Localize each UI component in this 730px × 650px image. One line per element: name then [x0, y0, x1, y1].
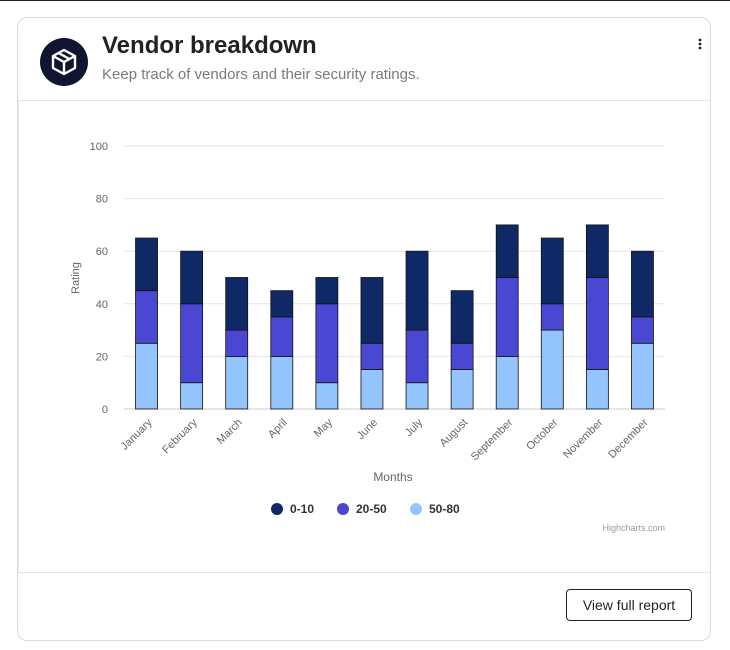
bar-segment: [360, 342, 384, 370]
vertical-ellipsis-icon[interactable]: [690, 32, 710, 56]
bar-segment: [225, 329, 249, 357]
bar-segment: [450, 369, 474, 410]
legend-label: 50-80: [429, 502, 460, 516]
bar-segment: [495, 355, 519, 410]
window-top-border: [0, 0, 730, 1]
x-tick-label: June: [355, 417, 380, 442]
bar-segment: [180, 250, 204, 305]
bar-segment: [450, 290, 474, 344]
y-tick-label: 20: [96, 351, 108, 363]
bar-segment: [180, 382, 204, 410]
bar-segment: [270, 355, 294, 410]
x-tick-label: April: [266, 417, 290, 441]
bar-segment: [540, 303, 564, 331]
view-full-report-button[interactable]: View full report: [566, 589, 692, 621]
y-tick-label: 40: [96, 299, 108, 311]
x-tick-label: January: [119, 416, 156, 453]
bar-segment: [585, 369, 609, 410]
legend-marker: [337, 503, 349, 515]
bar-segment: [631, 342, 654, 410]
x-tick-label: May: [312, 416, 336, 440]
x-tick-label: March: [215, 417, 245, 447]
bar-segment: [450, 342, 474, 370]
bar-segment: [225, 277, 249, 331]
bar-segment: [270, 290, 294, 318]
legend-label: 20-50: [356, 502, 387, 516]
bar-segment: [405, 250, 429, 331]
bar-segment: [225, 355, 249, 410]
bar-segment: [495, 224, 519, 278]
bar-segment: [540, 329, 564, 410]
legend-label: 0-10: [290, 502, 314, 516]
x-tick-label: July: [403, 416, 426, 439]
x-tick-label: November: [561, 416, 606, 461]
bar-segment: [631, 316, 654, 344]
y-tick-label: 80: [96, 194, 108, 206]
y-tick-label: 60: [96, 246, 108, 258]
bar-segment: [180, 303, 204, 384]
legend-marker: [271, 503, 283, 515]
card-header: Vendor breakdown Keep track of vendors a…: [18, 18, 710, 101]
x-tick-label: September: [469, 416, 516, 463]
x-tick-label: August: [438, 417, 471, 450]
x-axis-title: Months: [373, 470, 412, 484]
chart-credits: Highcharts.com: [602, 523, 665, 533]
bar-segment: [135, 290, 158, 344]
cube-icon: [40, 38, 88, 86]
x-tick-label: February: [160, 416, 200, 456]
card-footer: View full report: [18, 572, 710, 640]
bar-segment: [585, 277, 609, 370]
bar-segment: [135, 342, 158, 410]
bar-segment: [315, 303, 339, 384]
bar-segment: [585, 224, 609, 278]
legend-marker: [410, 503, 422, 515]
y-tick-label: 0: [102, 404, 108, 416]
bar-segment: [360, 369, 384, 410]
vendor-breakdown-card: Vendor breakdown Keep track of vendors a…: [17, 17, 711, 641]
bar-segment: [135, 237, 158, 292]
chart-area: 0 20 40 60 80 100 January February March April May…: [18, 100, 710, 572]
bar-segment: [405, 329, 429, 384]
bar-segment: [315, 277, 339, 305]
bar-segment: [495, 277, 519, 357]
bar-segment: [405, 382, 429, 410]
bar-segment: [270, 316, 294, 357]
card-title: Vendor breakdown: [102, 32, 317, 59]
bar-segment: [631, 250, 654, 318]
stacked-bar-chart: 0 20 40 60 80 100 January February March April May…: [70, 141, 665, 533]
y-axis-title: Rating: [70, 262, 82, 294]
bar-segment: [540, 237, 564, 305]
bar-segment: [315, 382, 339, 410]
x-tick-label: December: [606, 416, 651, 461]
x-tick-label: October: [524, 416, 560, 452]
bar-segment: [360, 277, 384, 344]
card-subtitle: Keep track of vendors and their security…: [102, 66, 420, 83]
y-tick-label: 100: [90, 141, 108, 153]
